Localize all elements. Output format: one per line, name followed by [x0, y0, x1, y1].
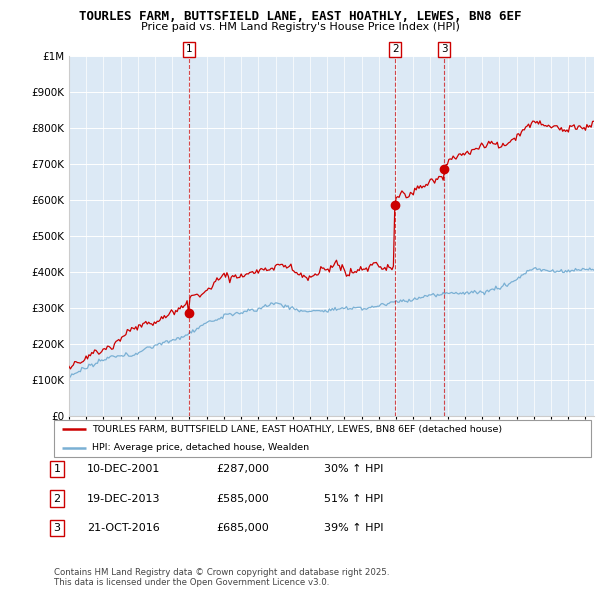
- Text: 2: 2: [53, 494, 61, 503]
- Text: TOURLES FARM, BUTTSFIELD LANE, EAST HOATHLY, LEWES, BN8 6EF (detached house): TOURLES FARM, BUTTSFIELD LANE, EAST HOAT…: [92, 425, 502, 434]
- Text: 3: 3: [53, 523, 61, 533]
- Text: 2: 2: [392, 44, 398, 54]
- Text: 30% ↑ HPI: 30% ↑ HPI: [324, 464, 383, 474]
- Text: £287,000: £287,000: [216, 464, 269, 474]
- Text: Contains HM Land Registry data © Crown copyright and database right 2025.
This d: Contains HM Land Registry data © Crown c…: [54, 568, 389, 587]
- Text: 39% ↑ HPI: 39% ↑ HPI: [324, 523, 383, 533]
- Text: 51% ↑ HPI: 51% ↑ HPI: [324, 494, 383, 503]
- Text: 1: 1: [185, 44, 192, 54]
- Text: 21-OCT-2016: 21-OCT-2016: [87, 523, 160, 533]
- Text: 19-DEC-2013: 19-DEC-2013: [87, 494, 161, 503]
- Text: HPI: Average price, detached house, Wealden: HPI: Average price, detached house, Weal…: [92, 444, 309, 453]
- Text: 1: 1: [53, 464, 61, 474]
- Text: TOURLES FARM, BUTTSFIELD LANE, EAST HOATHLY, LEWES, BN8 6EF: TOURLES FARM, BUTTSFIELD LANE, EAST HOAT…: [79, 10, 521, 23]
- Text: Price paid vs. HM Land Registry's House Price Index (HPI): Price paid vs. HM Land Registry's House …: [140, 22, 460, 32]
- Text: 10-DEC-2001: 10-DEC-2001: [87, 464, 160, 474]
- Text: 3: 3: [441, 44, 448, 54]
- FancyBboxPatch shape: [54, 420, 591, 457]
- Text: £685,000: £685,000: [216, 523, 269, 533]
- Text: £585,000: £585,000: [216, 494, 269, 503]
